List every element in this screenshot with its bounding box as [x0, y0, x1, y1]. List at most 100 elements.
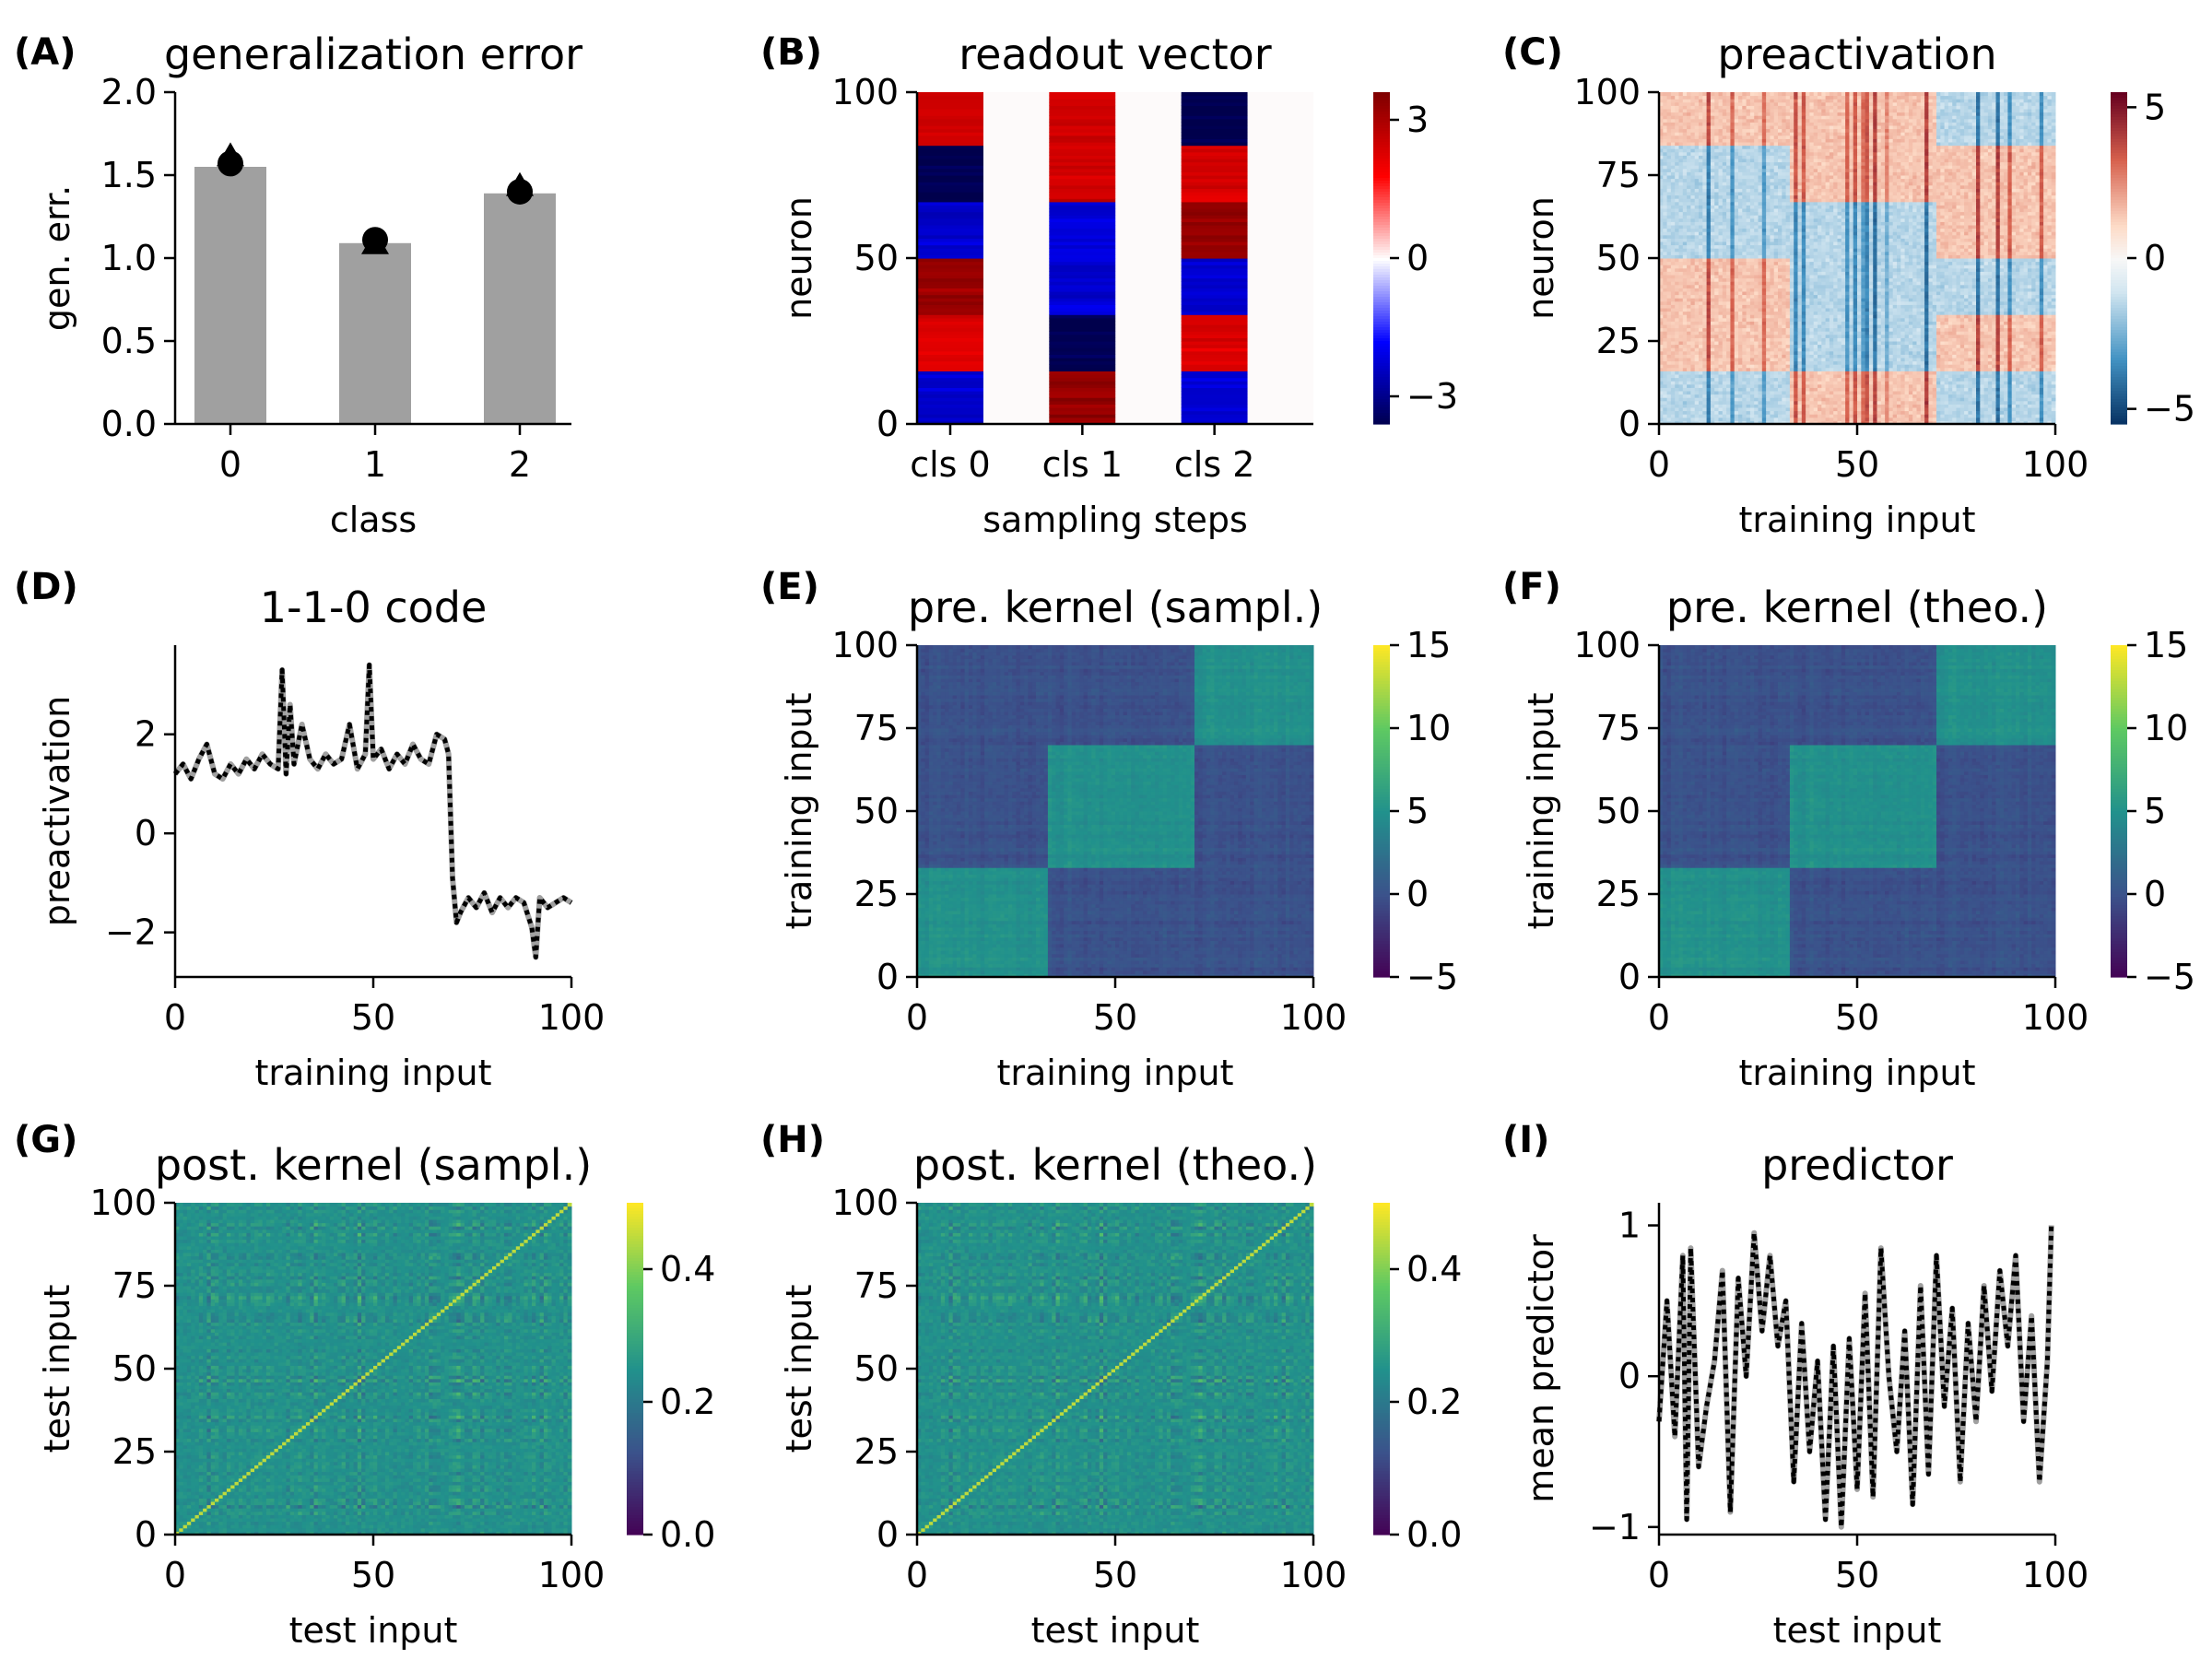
heatmap-cell	[2016, 295, 2020, 299]
heatmap-cell	[1830, 384, 1834, 388]
heatmap-cell	[1735, 384, 1739, 388]
readout-cell	[1182, 238, 1248, 241]
heatmap-cell	[1754, 304, 1759, 308]
heatmap-cell	[1726, 324, 1731, 328]
heatmap-cell	[1723, 364, 1727, 368]
heatmap-cell	[1833, 345, 1838, 348]
heatmap-cell	[1853, 328, 1858, 332]
heatmap-cell	[1702, 404, 1707, 407]
heatmap-cell	[1798, 295, 1803, 299]
heatmap-cell	[2043, 314, 2048, 318]
heatmap-cell	[1833, 337, 1838, 341]
readout-cell	[1182, 288, 1248, 291]
heatmap-cell	[1750, 314, 1755, 318]
heatmap-cell	[1675, 308, 1679, 312]
heatmap-cell	[1833, 368, 1838, 371]
readout-cell	[1182, 358, 1248, 361]
heatmap-cell	[1905, 304, 1910, 308]
heatmap-cell	[1853, 308, 1858, 312]
heatmap-cell	[1952, 371, 1957, 374]
heatmap-cell	[1945, 378, 1949, 382]
heatmap-cell	[1690, 281, 1695, 285]
heatmap-cell	[1996, 314, 2001, 318]
heatmap-cell	[1960, 331, 1965, 335]
readout-cell	[917, 125, 983, 129]
heatmap-cell	[1873, 295, 1877, 299]
heatmap-cell	[1945, 308, 1949, 312]
heatmap-cell	[1695, 414, 1700, 418]
heatmap-cell	[1830, 318, 1834, 322]
heatmap-cell	[1849, 281, 1853, 285]
heatmap-cell	[1912, 391, 1917, 394]
heatmap-cell	[1774, 345, 1779, 348]
heatmap-cell	[2007, 295, 2012, 299]
heatmap-cell	[1711, 328, 1715, 332]
heatmap-cell	[1893, 288, 1898, 291]
heatmap-cell	[1928, 351, 1933, 355]
heatmap-cell	[1723, 414, 1727, 418]
heatmap-cell	[2024, 361, 2029, 365]
readout-cell	[1049, 112, 1115, 116]
heatmap-cell	[1683, 295, 1688, 299]
heatmap-cell	[1702, 361, 1707, 365]
heatmap-cell	[2031, 308, 2036, 312]
heatmap-cell	[1766, 394, 1771, 398]
heatmap-cell	[1905, 345, 1910, 348]
heatmap-cell	[1730, 354, 1735, 358]
heatmap-cell	[1936, 285, 1941, 288]
heatmap-cell	[1933, 384, 1937, 388]
readout-cell	[917, 96, 983, 100]
heatmap-cell	[2016, 391, 2020, 394]
heatmap-cell	[1759, 411, 1763, 415]
readout-cell	[917, 265, 983, 268]
readout-cell	[1182, 152, 1248, 156]
heatmap-cell	[1679, 364, 1684, 368]
heatmap-cell	[1984, 285, 1989, 288]
heatmap-cell	[1917, 378, 1922, 382]
heatmap-cell	[1928, 411, 1933, 415]
heatmap-cell	[1924, 335, 1929, 338]
heatmap-cell	[1897, 312, 1901, 315]
heatmap-cell	[2004, 321, 2008, 324]
heatmap-cell	[1877, 298, 1882, 301]
heatmap-cell	[1960, 361, 1965, 365]
heatmap-cell	[1762, 381, 1767, 384]
heatmap-cell	[1857, 337, 1862, 341]
heatmap-cell	[1714, 407, 1719, 411]
heatmap-cell	[1905, 397, 1910, 401]
heatmap-cell	[1972, 397, 1977, 401]
heatmap-cell	[1976, 291, 1981, 295]
heatmap-cell	[1675, 328, 1679, 332]
heatmap-cell	[1921, 328, 1925, 332]
heatmap-cell	[1957, 318, 1961, 322]
heatmap-cell	[2000, 285, 2005, 288]
heatmap-cell	[1675, 418, 1679, 421]
readout-cell	[1182, 312, 1248, 315]
heatmap-cell	[1980, 394, 1984, 398]
heatmap-cell	[1667, 288, 1672, 291]
heatmap-cell	[1762, 368, 1767, 371]
heatmap-cell	[1988, 401, 1993, 405]
heatmap-cell	[1960, 394, 1965, 398]
heatmap-cell	[1857, 351, 1862, 355]
heatmap-cell	[1900, 295, 1905, 299]
heatmap-cell	[1849, 407, 1853, 411]
readout-cell	[1049, 271, 1115, 275]
heatmap-cell	[1730, 351, 1735, 355]
heatmap-cell	[1687, 401, 1691, 405]
heatmap-cell	[1794, 387, 1798, 391]
heatmap-cell	[1790, 358, 1794, 361]
heatmap-cell	[1790, 404, 1794, 407]
readout-cell	[917, 221, 983, 225]
readout-cell	[1182, 92, 1248, 96]
heatmap-cell	[1826, 374, 1830, 378]
heatmap-cell	[1988, 351, 1993, 355]
heatmap-cell	[1702, 318, 1707, 322]
heatmap-cell	[1687, 291, 1691, 295]
heatmap-cell	[2024, 345, 2029, 348]
heatmap-cell	[1750, 281, 1755, 285]
heatmap-cell	[1762, 314, 1767, 318]
heatmap-cell	[1707, 321, 1712, 324]
heatmap-cell	[2000, 397, 2005, 401]
heatmap-cell	[2040, 324, 2044, 328]
